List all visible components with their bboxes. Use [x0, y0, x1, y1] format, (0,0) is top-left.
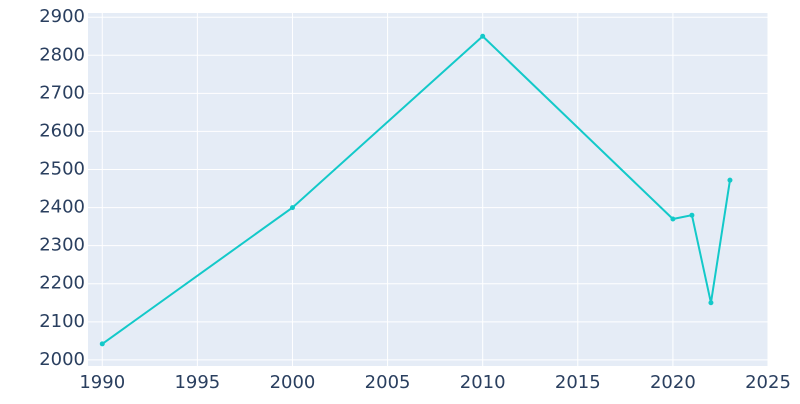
- data-point: [670, 216, 676, 222]
- data-point: [727, 177, 733, 183]
- data-point: [689, 212, 695, 218]
- y-tick-label: 2900: [39, 6, 85, 27]
- x-tick-label: 1990: [79, 372, 125, 393]
- y-tick-label: 2200: [39, 273, 85, 294]
- x-tick-label: 1995: [174, 372, 220, 393]
- x-tick-label: 2005: [365, 372, 411, 393]
- plot-area: [88, 13, 768, 366]
- data-point: [480, 33, 486, 39]
- data-point: [289, 205, 295, 211]
- x-tick-label: 2010: [460, 372, 506, 393]
- y-tick-label: 2300: [39, 235, 85, 256]
- y-tick-label: 2000: [39, 349, 85, 370]
- y-tick-label: 2400: [39, 197, 85, 218]
- x-tick-label: 2020: [650, 372, 696, 393]
- y-tick-label: 2100: [39, 311, 85, 332]
- x-tick-label: 2000: [270, 372, 316, 393]
- x-tick-label: 2025: [745, 372, 791, 393]
- y-tick-label: 2800: [39, 44, 85, 65]
- data-point: [708, 300, 714, 306]
- y-tick-label: 2500: [39, 159, 85, 180]
- y-tick-label: 2600: [39, 120, 85, 141]
- y-tick-label: 2700: [39, 82, 85, 103]
- data-point: [99, 341, 105, 347]
- x-tick-label: 2015: [555, 372, 601, 393]
